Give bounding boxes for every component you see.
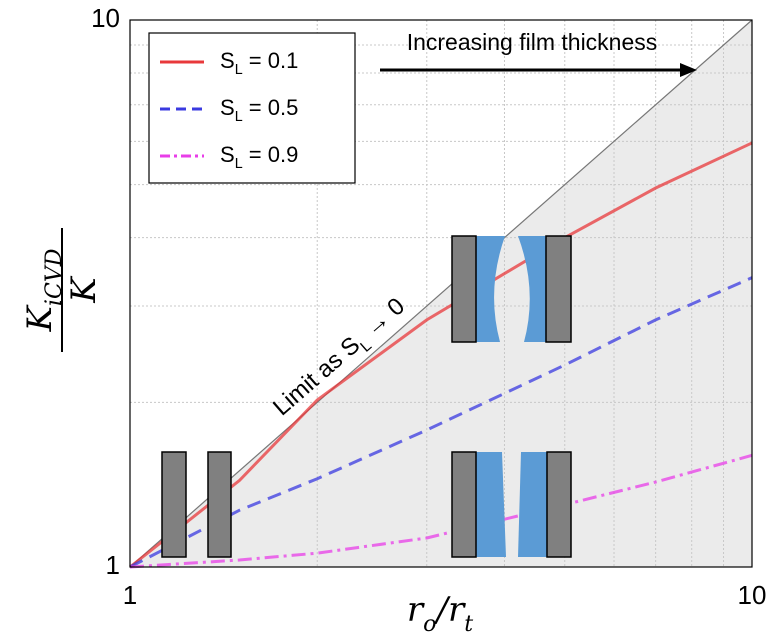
axes-box (129, 19, 753, 568)
y-label-denominator: K (64, 275, 104, 304)
legend: SL = 0.1 SL = 0.5 SL = 0.9 (148, 32, 356, 184)
legend-label: SL = 0.1 (220, 48, 298, 78)
plot-main (129, 19, 753, 569)
series-line (129, 453, 753, 569)
limit-line (129, 19, 753, 568)
legend-label: SL = 0.9 (220, 142, 298, 172)
limit-label: Limit as SL → 0 (268, 293, 413, 425)
x-tick-label: 1 (123, 580, 137, 610)
pore-inset-tapered (451, 235, 572, 343)
x-axis-label: ro/rt (407, 590, 473, 637)
arrow-annotation: Increasing film thickness (407, 29, 658, 55)
pore-inset-thin (161, 451, 232, 558)
y-label-numerator: KiCVD (20, 248, 67, 332)
pore-inset-uniform (451, 451, 572, 558)
arrow-head (680, 63, 697, 77)
series-line (129, 141, 753, 569)
legend-label: SL = 0.5 (220, 95, 298, 125)
y-tick-label: 10 (91, 3, 120, 33)
x-tick-label: 10 (738, 580, 767, 610)
y-tick-label: 1 (106, 550, 120, 580)
series-line (129, 276, 753, 569)
